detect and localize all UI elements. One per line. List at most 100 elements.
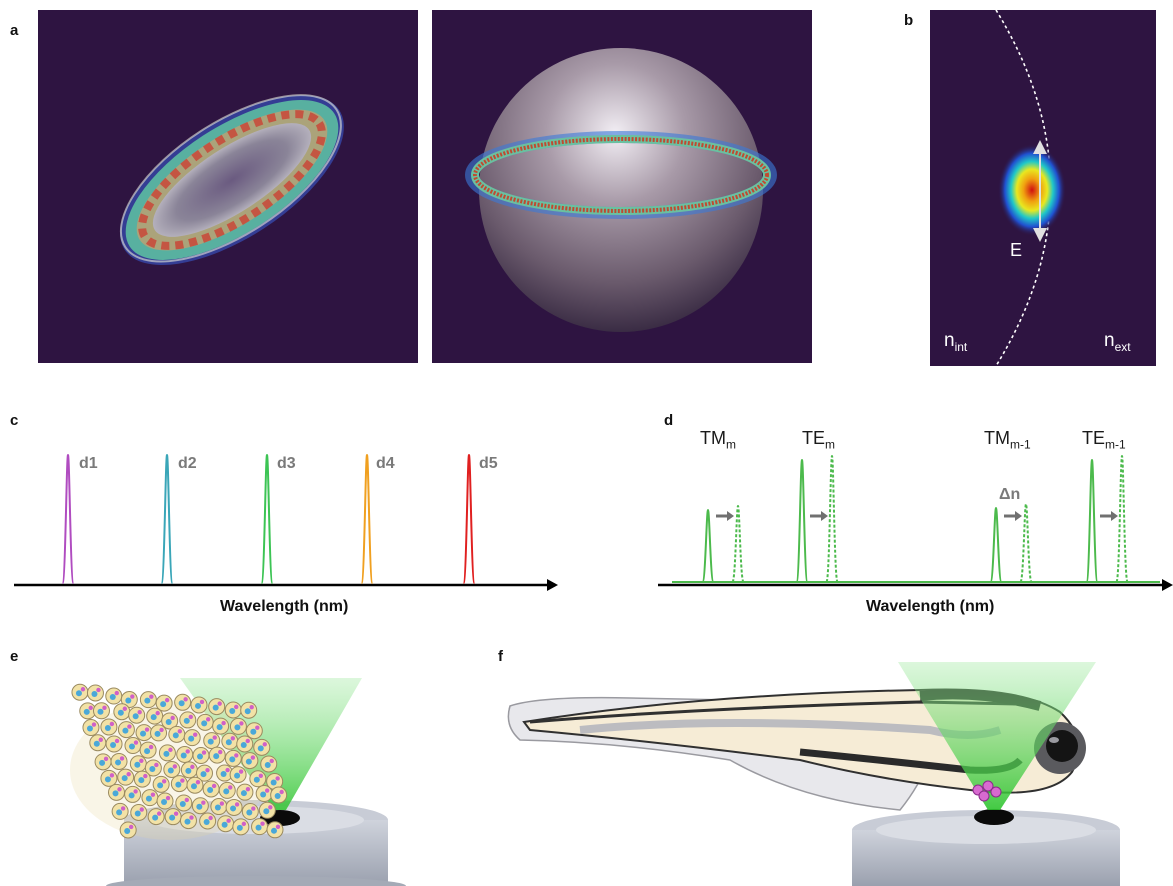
cell-nucleus (270, 779, 277, 786)
cell-nucleus (132, 713, 139, 720)
microresonator (170, 715, 175, 721)
mode-label-tm-m-1-base: TM (984, 428, 1010, 448)
microresonator (156, 811, 162, 816)
microresonator (195, 780, 201, 785)
shifted-peak-0 (731, 504, 745, 583)
cell-nucleus (194, 702, 201, 709)
microresonator (103, 756, 109, 762)
spectral-peak-d2 (160, 453, 174, 584)
panel-label-b: b (904, 12, 914, 29)
microresonator (96, 687, 101, 693)
panel-f-zebrafish-illustration (500, 660, 1173, 886)
microresonator (168, 747, 173, 753)
microresonator (250, 755, 256, 760)
microresonator (128, 824, 134, 830)
microresonator (201, 800, 206, 805)
microresonator (109, 773, 115, 778)
mode-label-tm-m-1-sub: m-1 (1010, 437, 1031, 452)
mode-peak-0 (701, 508, 715, 583)
microresonator (211, 783, 217, 789)
panel-label-e: e (10, 648, 19, 665)
microresonator (251, 806, 256, 811)
microresonator (173, 811, 179, 816)
cell-nucleus (154, 730, 161, 737)
x-axis-title-c: Wavelength (nm) (220, 598, 349, 615)
panel-b-field-image (930, 10, 1156, 366)
cell-nucleus (75, 690, 82, 697)
mode-label-te-m-sub: m (825, 437, 836, 452)
cell-nucleus (144, 697, 151, 704)
microresonator (260, 821, 265, 826)
microresonator (212, 735, 217, 740)
microresonator (139, 807, 144, 812)
peak-label-d5: d5 (479, 455, 498, 472)
spectral-peak-d4 (360, 453, 374, 584)
cell-nucleus (250, 728, 257, 735)
microresonator (239, 721, 244, 726)
microresonator (268, 805, 273, 810)
cell-nucleus (246, 809, 253, 816)
microresonator (122, 706, 128, 711)
mode-label-te-m: TEm (802, 428, 835, 452)
microresonator (114, 738, 120, 744)
microresonator (190, 764, 195, 770)
microresonator (249, 705, 254, 710)
cell-nucleus (150, 714, 157, 721)
peak-label-d2: d2 (178, 455, 197, 472)
shift-arrowhead-icon (1111, 511, 1118, 521)
mode-label-tm-m-sub: m (726, 437, 736, 452)
cell-nucleus (207, 786, 214, 793)
cell-nucleus (97, 708, 104, 715)
shift-arrowhead-icon (821, 511, 828, 521)
cell-nucleus (220, 771, 227, 778)
mode-label-te-m-1-base: TE (1082, 428, 1106, 448)
cell-nucleus (223, 788, 230, 795)
microresonator (279, 789, 284, 795)
microresonator (245, 738, 250, 744)
microresonator (117, 787, 122, 792)
cell-nucleus (244, 708, 251, 715)
microresonator (114, 690, 119, 696)
cell-nucleus (213, 753, 220, 760)
mode-label-te-m-1-sub: m-1 (1105, 437, 1126, 452)
cell-nucleus (175, 781, 182, 788)
mode-label-tm-m: TMm (700, 428, 736, 452)
microresonator (241, 821, 247, 827)
microresonator (208, 815, 213, 821)
microresonator (238, 769, 244, 774)
cell-nucleus (264, 761, 271, 768)
microresonator (126, 771, 131, 777)
microresonator (165, 795, 171, 801)
microresonator (234, 753, 239, 758)
spectral-peak-d5 (462, 453, 476, 584)
cell-nucleus (229, 707, 236, 714)
cell-nucleus (225, 739, 232, 746)
mode-label-tm-m-1: TMm-1 (984, 428, 1031, 452)
mode-label-tm-m-base: TM (700, 428, 726, 448)
peak-label-d1: d1 (79, 455, 98, 472)
microresonator (98, 737, 104, 742)
spectral-peak-d1 (61, 453, 75, 584)
microresonator (262, 742, 267, 747)
cell-nucleus (207, 738, 214, 745)
microresonator (199, 699, 205, 705)
cell-nucleus (152, 814, 159, 821)
cell-nucleus (160, 701, 167, 708)
cell-nucleus (212, 704, 219, 711)
cell-nucleus (140, 730, 147, 737)
cell-nucleus (145, 795, 152, 802)
axis-arrow-icon (1162, 579, 1173, 591)
mode-label-te-m-1: TEm-1 (1082, 428, 1126, 452)
mode-peak-2 (989, 506, 1003, 583)
microresonator (201, 750, 207, 755)
microresonator (226, 818, 231, 823)
cell-nucleus (216, 724, 223, 731)
microresonator (177, 729, 183, 734)
microresonator (205, 767, 210, 773)
cell-nucleus (115, 759, 122, 766)
laser-beam (898, 662, 1096, 810)
cell-nucleus (214, 804, 221, 811)
microresonator (234, 704, 239, 710)
microresonator (143, 773, 148, 779)
cell-nucleus (203, 818, 210, 825)
